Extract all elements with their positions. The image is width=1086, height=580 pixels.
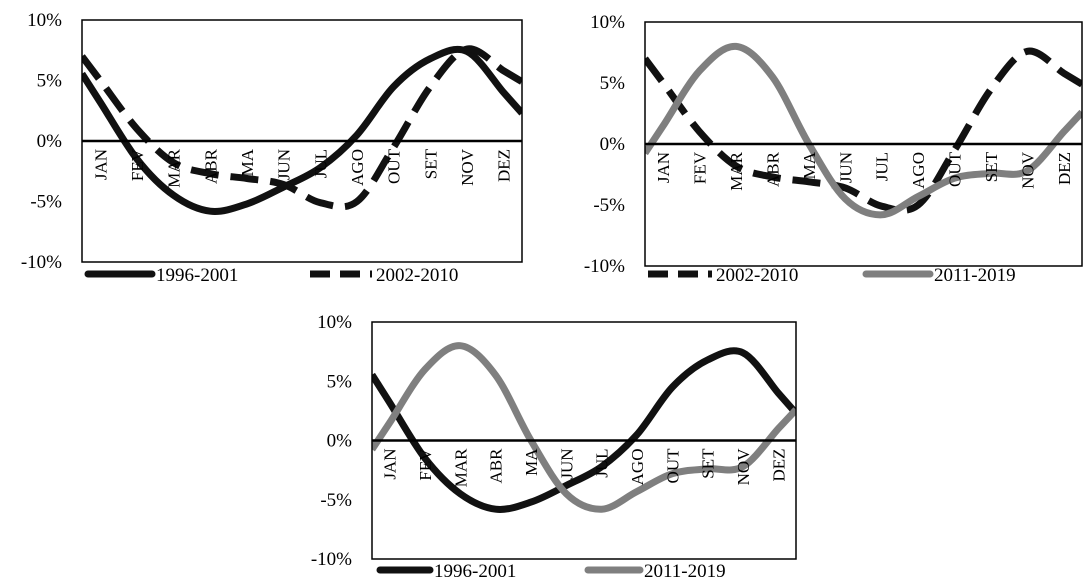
x-tick-label: ABR bbox=[763, 151, 782, 187]
x-tick-label: MA bbox=[800, 151, 819, 179]
y-tick-label: -10% bbox=[21, 252, 62, 273]
legend-label: 1996-2001 bbox=[156, 265, 238, 286]
x-tick-label: JAN bbox=[91, 149, 110, 180]
x-tick-label: JUN bbox=[275, 149, 294, 180]
x-tick-label: DEZ bbox=[1055, 152, 1074, 185]
x-tick-label: FEV bbox=[128, 148, 147, 181]
series-line-2011-2019 bbox=[645, 42, 1082, 219]
y-tick-label: 0% bbox=[37, 131, 63, 152]
x-tick-label: SET bbox=[421, 148, 440, 179]
x-tick-label: JAN bbox=[381, 449, 400, 480]
x-tick-label: AGO bbox=[348, 149, 367, 186]
y-tick-label: -10% bbox=[311, 549, 352, 570]
x-tick-label: MAR bbox=[727, 151, 746, 190]
plot-frame bbox=[644, 21, 1083, 267]
x-tick-label: OUT bbox=[385, 148, 404, 184]
x-tick-label: DEZ bbox=[495, 149, 514, 182]
x-tick-label: JUL bbox=[593, 449, 612, 478]
legend-label: 2011-2019 bbox=[644, 561, 726, 580]
series-line-2011-2019 bbox=[372, 342, 796, 513]
legend-label: 2011-2019 bbox=[934, 265, 1016, 286]
x-tick-label: JUL bbox=[311, 149, 330, 178]
chart-bottom-center: 10% 5% 0% -5% -10% JAN FEV MAR ABR MA JUN JUL AGO OUT… bbox=[311, 312, 797, 580]
chart-top-right: 10% 5% 0% -5% -10% JAN FEV MAR ABR MA JUN JUL AGO OUT… bbox=[584, 12, 1083, 286]
chart-top-left: 10% 5% 0% -5% -10% JAN FEV MAR ABR MA JUN JUL AGO OUT… bbox=[21, 10, 523, 286]
x-tick-label: NOV bbox=[1018, 151, 1037, 189]
y-tick-label: 5% bbox=[327, 371, 353, 392]
x-tick-label: JAN bbox=[654, 152, 673, 183]
y-tick-label: -5% bbox=[320, 490, 352, 511]
y-tick-label: 10% bbox=[590, 12, 625, 33]
y-tick-label: 5% bbox=[37, 71, 63, 92]
y-tick-label: 0% bbox=[327, 431, 353, 452]
y-tick-label: 0% bbox=[600, 134, 626, 155]
series-line-2002-2010 bbox=[82, 45, 522, 211]
y-tick-label: -5% bbox=[30, 192, 62, 213]
x-tick-label: SET bbox=[699, 448, 718, 479]
x-tick-label: NOV bbox=[458, 148, 477, 186]
x-tick-label: MAR bbox=[165, 148, 184, 187]
x-tick-label: JUN bbox=[557, 449, 576, 480]
x-tick-label: ABR bbox=[201, 148, 220, 184]
x-tick-label: AGO bbox=[909, 152, 928, 189]
x-tick-label: NOV bbox=[734, 448, 753, 486]
x-tick-label: AGO bbox=[628, 449, 647, 486]
y-tick-label: 10% bbox=[27, 10, 62, 31]
series-line-1996-2001 bbox=[372, 347, 796, 513]
x-tick-label: FEV bbox=[691, 151, 710, 184]
y-tick-label: 5% bbox=[600, 73, 626, 94]
x-tick-label: SET bbox=[982, 151, 1001, 182]
x-tick-label: OUT bbox=[663, 448, 682, 484]
legend-label: 1996-2001 bbox=[434, 561, 516, 580]
plot-frame bbox=[81, 19, 523, 263]
legend-label: 2002-2010 bbox=[716, 265, 798, 286]
x-tick-label: MA bbox=[522, 448, 541, 476]
legend-label: 2002-2010 bbox=[376, 265, 458, 286]
y-tick-label: -10% bbox=[584, 256, 625, 277]
x-tick-label: DEZ bbox=[769, 449, 788, 482]
x-tick-label: MAR bbox=[451, 448, 470, 487]
series-line-2002-2010 bbox=[645, 47, 1082, 214]
x-tick-label: MA bbox=[238, 148, 257, 176]
series-line-1996-2001 bbox=[82, 45, 522, 215]
x-tick-label: JUN bbox=[836, 152, 855, 183]
x-tick-label: FEV bbox=[416, 448, 435, 481]
y-tick-label: 10% bbox=[317, 312, 352, 333]
x-tick-label: OUT bbox=[946, 151, 965, 187]
x-tick-label: JUL bbox=[873, 152, 892, 181]
plot-frame bbox=[371, 321, 797, 560]
y-tick-label: -5% bbox=[593, 195, 625, 216]
x-tick-label: ABR bbox=[487, 448, 506, 484]
